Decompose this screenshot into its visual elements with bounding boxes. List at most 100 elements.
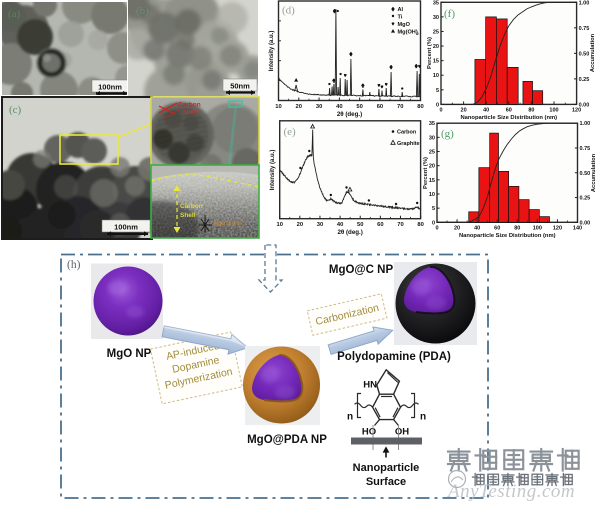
svg-text:40: 40	[337, 222, 343, 228]
svg-text:80: 80	[417, 222, 423, 228]
svg-text:Accumulation: Accumulation	[591, 153, 597, 192]
svg-text:0.50: 0.50	[580, 171, 591, 177]
svg-text:140: 140	[573, 225, 582, 231]
svg-text:20: 20	[297, 222, 303, 228]
svg-text:Al: Al	[398, 7, 404, 13]
svg-text:25: 25	[433, 29, 439, 35]
svg-text:30: 30	[433, 15, 439, 21]
svg-text:Intensity (a.u.): Intensity (a.u.)	[270, 150, 276, 191]
svg-text:10: 10	[275, 104, 281, 110]
svg-text:30: 30	[317, 222, 323, 228]
svg-text:35: 35	[433, 0, 439, 6]
svg-text:10: 10	[429, 192, 435, 198]
svg-text:Percent (%): Percent (%)	[427, 37, 433, 69]
svg-text:40: 40	[474, 225, 480, 231]
svg-text:2: 2	[417, 31, 420, 36]
svg-text:Intensity (a.u.): Intensity (a.u.)	[269, 31, 275, 72]
svg-text:5: 5	[436, 88, 439, 94]
svg-text:0.75: 0.75	[580, 146, 591, 152]
svg-text:2θ (deg.): 2θ (deg.)	[337, 111, 362, 118]
svg-text:HO: HO	[362, 427, 376, 438]
svg-text:Carbon: Carbon	[180, 203, 203, 210]
svg-text:50: 50	[356, 104, 362, 110]
svg-text:0.25: 0.25	[580, 196, 591, 202]
svg-text:50nm: 50nm	[230, 82, 250, 91]
svg-text:0.75: 0.75	[579, 26, 590, 32]
svg-text:20: 20	[429, 164, 435, 170]
svg-text:MgO: MgO	[398, 22, 411, 28]
svg-text:10: 10	[276, 222, 282, 228]
svg-text:0: 0	[436, 102, 439, 108]
svg-text:Carbon: Carbon	[178, 102, 201, 109]
svg-text:35: 35	[429, 121, 435, 127]
svg-text:5: 5	[432, 206, 435, 212]
svg-text:120: 120	[553, 225, 562, 231]
svg-text:20: 20	[296, 104, 302, 110]
svg-text:Graphite: Graphite	[397, 141, 420, 147]
svg-text:0.00: 0.00	[580, 220, 591, 226]
svg-text:Accumulation: Accumulation	[590, 33, 596, 72]
svg-text:1.00: 1.00	[579, 0, 590, 6]
svg-text:0.25: 0.25	[579, 77, 590, 83]
svg-text:n: n	[347, 412, 353, 423]
svg-text:(g): (g)	[441, 128, 454, 140]
svg-text:10: 10	[433, 73, 439, 79]
svg-text:(e): (e)	[284, 126, 297, 138]
svg-text:Surface: Surface	[366, 476, 406, 488]
svg-text:Nanoparticle: Nanoparticle	[353, 462, 420, 474]
svg-text:40: 40	[483, 107, 489, 113]
svg-text:15: 15	[433, 59, 439, 65]
svg-text:0: 0	[439, 107, 442, 113]
svg-text:30: 30	[316, 104, 322, 110]
svg-text:MgO (2 0 0): MgO (2 0 0)	[214, 221, 241, 227]
svg-text:(a): (a)	[8, 8, 21, 20]
svg-text:15: 15	[429, 178, 435, 184]
svg-text:100: 100	[549, 107, 558, 113]
svg-text:(b): (b)	[136, 5, 149, 17]
svg-text:80: 80	[528, 107, 534, 113]
svg-text:100nm: 100nm	[114, 223, 138, 232]
svg-text:0.00: 0.00	[579, 102, 590, 108]
svg-text:MgO NP: MgO NP	[107, 348, 152, 360]
svg-text:80: 80	[514, 225, 520, 231]
svg-text:40: 40	[336, 104, 342, 110]
svg-text:60: 60	[377, 104, 383, 110]
svg-text:(c): (c)	[9, 104, 22, 116]
svg-text:Nanoparticle Size Distribution: Nanoparticle Size Distribution (nm)	[459, 233, 556, 239]
svg-text:Carbon: Carbon	[397, 130, 417, 136]
svg-text:60: 60	[494, 225, 500, 231]
svg-text:20: 20	[454, 225, 460, 231]
svg-text:n: n	[420, 412, 426, 423]
svg-text:80: 80	[417, 104, 423, 110]
svg-text:120: 120	[572, 107, 581, 113]
svg-text:50: 50	[357, 222, 363, 228]
svg-text:Shell: Shell	[183, 110, 198, 116]
svg-text:Mg(OH): Mg(OH)	[398, 29, 418, 35]
svg-text:Polydopamine (PDA): Polydopamine (PDA)	[337, 351, 451, 363]
svg-text:20: 20	[461, 107, 467, 113]
svg-text:Shell: Shell	[180, 212, 196, 219]
svg-text:(d): (d)	[282, 5, 295, 17]
svg-text:100: 100	[533, 225, 542, 231]
svg-text:100nm: 100nm	[98, 83, 122, 92]
svg-text:Nanoparticle Size Distribution: Nanoparticle Size Distribution (nm)	[460, 115, 557, 121]
svg-text:70: 70	[397, 222, 403, 228]
svg-text:0.50: 0.50	[579, 51, 590, 57]
svg-text:HN: HN	[363, 380, 377, 391]
svg-text:(h): (h)	[67, 259, 81, 271]
svg-text:AnyTesting.com: AnyTesting.com	[446, 481, 575, 502]
svg-text:Ti: Ti	[398, 14, 403, 20]
svg-text:MgO@C NP: MgO@C NP	[329, 264, 394, 276]
svg-text:0: 0	[432, 220, 435, 226]
svg-text:0: 0	[435, 225, 438, 231]
svg-text:60: 60	[506, 107, 512, 113]
svg-text:MgO@PDA NP: MgO@PDA NP	[247, 434, 327, 446]
svg-text:60: 60	[377, 222, 383, 228]
svg-text:1.00: 1.00	[580, 121, 591, 127]
svg-text:25: 25	[429, 150, 435, 156]
svg-text:OH: OH	[395, 427, 409, 438]
svg-text:(f): (f)	[444, 8, 455, 20]
svg-text:20: 20	[433, 44, 439, 50]
svg-text:Percent (%): Percent (%)	[423, 157, 429, 189]
svg-text:70: 70	[397, 104, 403, 110]
